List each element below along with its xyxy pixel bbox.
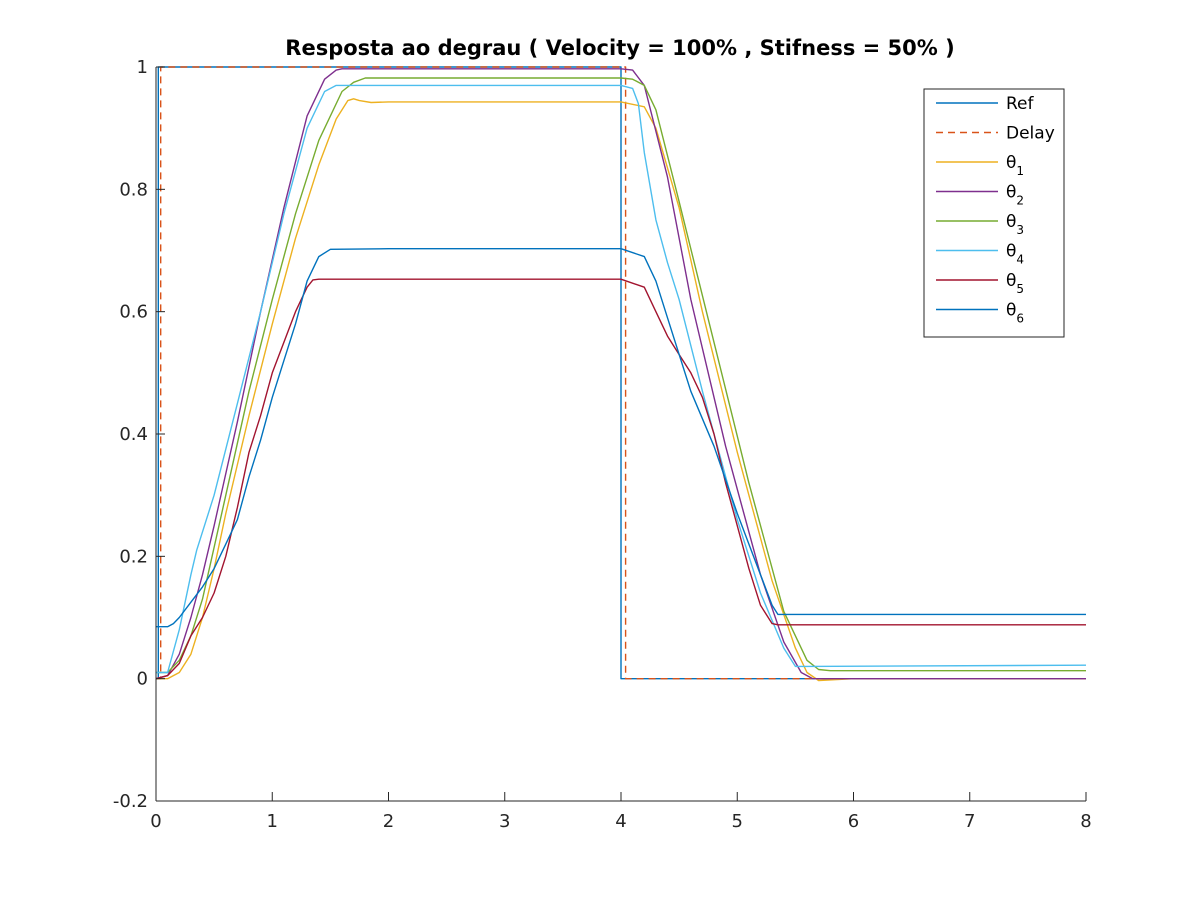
series-line-8 — [156, 247, 1086, 628]
x-tick-label: 3 — [499, 811, 510, 832]
legend-symbol: θ — [1006, 153, 1016, 173]
x-tick-label: 8 — [1080, 811, 1091, 832]
legend-entry: θ6 — [1006, 301, 1024, 326]
legend-entry: θ5 — [1006, 271, 1024, 296]
x-tick-label: 1 — [267, 811, 278, 832]
y-tick-label: -0.2 — [113, 791, 148, 812]
legend-subscript: 1 — [1016, 164, 1024, 178]
legend-entry: θ1 — [1006, 153, 1024, 178]
legend-label: Delay — [1006, 124, 1055, 144]
x-tick-label: 0 — [150, 811, 161, 832]
legend-box — [923, 88, 1065, 338]
legend-entry: Ref — [1006, 94, 1035, 114]
legend-symbol: θ — [1006, 242, 1016, 262]
legend-entry: θ4 — [1006, 242, 1024, 267]
legend-subscript: 3 — [1016, 223, 1024, 237]
series-line-6 — [156, 84, 1087, 674]
y-tick-label: 0.8 — [119, 179, 148, 200]
y-tick-label: 0.6 — [119, 302, 148, 323]
x-tick-label: 6 — [848, 811, 859, 832]
legend-subscript: 2 — [1016, 194, 1024, 208]
x-tick-label: 4 — [615, 811, 626, 832]
legend-entry: Delay — [1006, 124, 1055, 144]
x-tick-label: 7 — [964, 811, 975, 832]
y-tick-label: 0 — [137, 669, 148, 690]
y-tick-label: 0.4 — [119, 424, 148, 445]
x-tick-label: 5 — [732, 811, 743, 832]
legend-symbol: θ — [1006, 301, 1016, 321]
legend-symbol: θ — [1006, 183, 1016, 203]
legend-subscript: 5 — [1016, 282, 1024, 296]
series-line-7 — [155, 278, 1086, 680]
axes: 0 1 2 3 4 5 6 7 8-0.200.20.40.60.81 — [113, 57, 1092, 832]
chart-title: Resposta ao degrau ( Velocity = 100% , S… — [285, 36, 954, 60]
x-tick-label: 2 — [383, 811, 394, 832]
legend-symbol: θ — [1006, 212, 1016, 232]
legend-entry: θ2 — [1006, 183, 1024, 208]
series-line-4 — [155, 68, 1086, 680]
legend-subscript: 6 — [1016, 312, 1024, 326]
legend-subscript: 4 — [1016, 253, 1024, 267]
y-tick-label: 1 — [137, 57, 148, 78]
legend-entry: θ3 — [1006, 212, 1024, 237]
y-tick-label: 0.2 — [119, 546, 148, 567]
legend-symbol: θ — [1006, 271, 1016, 291]
legend-label: Ref — [1006, 94, 1035, 114]
